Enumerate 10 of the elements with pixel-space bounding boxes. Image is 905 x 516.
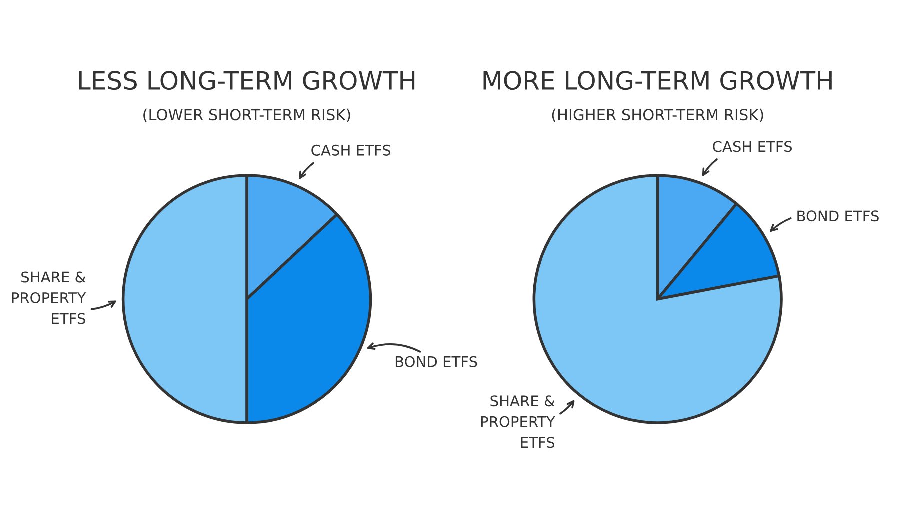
slice-label: BOND ETFS [798, 210, 879, 222]
slice-label: CASH ETFS [312, 144, 391, 156]
legend-label: SHARE & PROPERTY ETFS [481, 396, 556, 448]
slice-label: CASH ETFS [713, 141, 792, 152]
chart-subtitle: (HIGHER SHORT-TERM RISK) [552, 108, 764, 122]
chart-title: LESS LONG-TERM GROWTH [79, 71, 415, 90]
chart-title: MORE LONG-TERM GROWTH [484, 71, 832, 90]
chart-subtitle: (LOWER SHORT-TERM RISK) [144, 108, 350, 122]
legend-label: SHARE & PROPERTY ETFS [12, 272, 86, 324]
slice-label: BOND ETFS [396, 356, 478, 368]
